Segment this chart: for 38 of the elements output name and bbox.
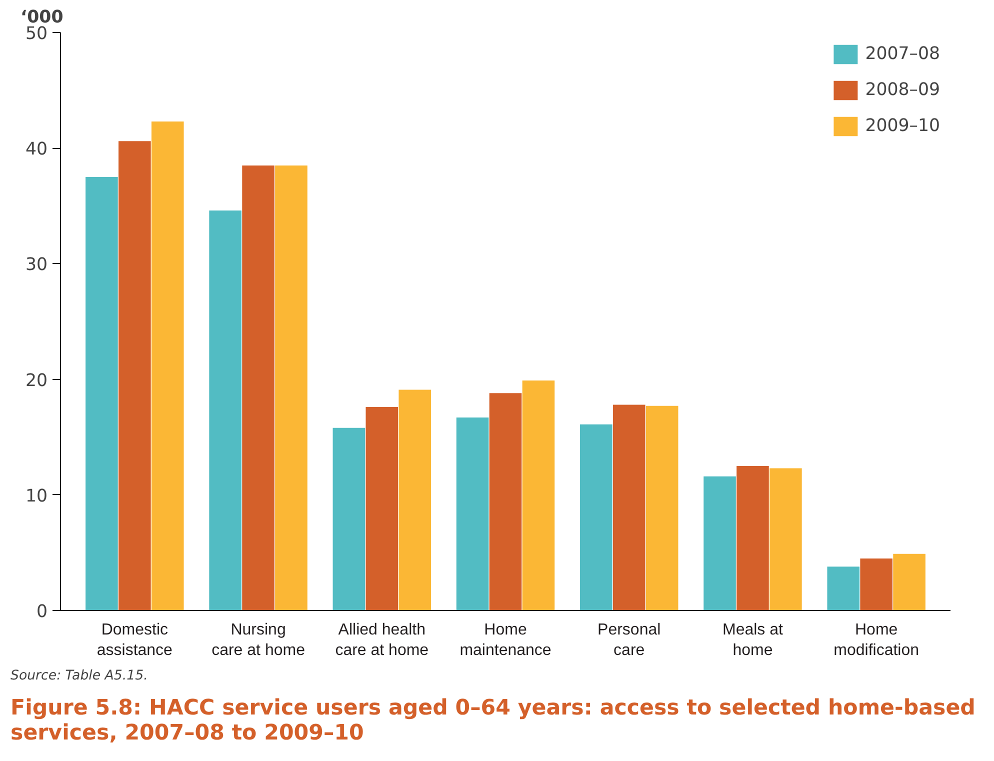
x-tick-label: Allied health care at home (335, 622, 429, 659)
x-tick-label: Meals at home (722, 622, 784, 659)
y-tick-label: 20 (25, 370, 48, 391)
bar (456, 417, 489, 610)
y-tick-label: 30 (25, 255, 48, 276)
y-tick-label: 0 (36, 602, 48, 622)
text: Figure 5.8: HACC service users aged 0–64 years: access to selected home-based services, 2007–08 to 2009–10 (10, 696, 976, 746)
x-tick-label: Home maintenance (460, 622, 552, 659)
y-tick-label: 10 (25, 486, 48, 506)
bar (242, 165, 274, 610)
bar (275, 165, 308, 610)
bar (366, 407, 398, 610)
bar (827, 566, 860, 610)
bar (489, 393, 522, 610)
bar (209, 210, 242, 610)
legend-label: 2009–10 (865, 116, 940, 136)
bar (612, 404, 646, 610)
x-tick-label: Personal care (598, 622, 661, 659)
x-tick-label: Nursing care at home (212, 622, 306, 659)
legend-label: 2007–08 (865, 44, 940, 64)
y-tick-label: 40 (25, 140, 48, 160)
bar (893, 554, 926, 610)
legend-label: 2008–09 (865, 80, 940, 100)
bar (86, 177, 118, 610)
bar (860, 558, 892, 610)
x-tick-label: Home modification (834, 622, 920, 659)
bar (151, 122, 184, 610)
bar (704, 476, 736, 610)
bar (646, 406, 678, 610)
bar (332, 428, 366, 610)
bar (118, 141, 151, 610)
bar (522, 380, 555, 610)
bar (398, 390, 432, 610)
bar (736, 466, 769, 610)
bar (580, 424, 612, 610)
x-tick-label: Domestic assistance (96, 622, 173, 659)
source-note: Source: Table A5.15. (10, 668, 148, 684)
bar (770, 468, 802, 610)
